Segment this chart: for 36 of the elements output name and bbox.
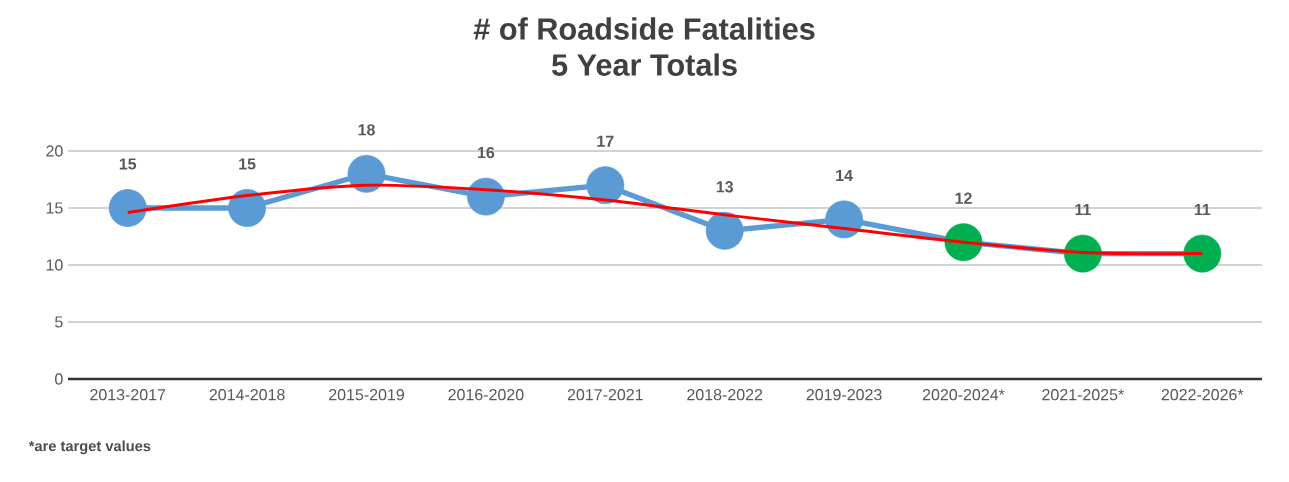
data-label: 13: [716, 181, 734, 193]
text: *are target values: [28, 440, 151, 455]
point: [108, 189, 147, 227]
data-label: 11: [1194, 204, 1211, 216]
y-tick-label: 20: [46, 145, 63, 157]
data-label: 12: [955, 192, 972, 204]
y-tick-label: 0: [55, 373, 63, 385]
chart-subtitle: 5 Year Totals: [552, 53, 737, 76]
data-label: 18: [358, 124, 375, 136]
point: [705, 211, 744, 250]
x-tick-label: 2020-2024*: [922, 389, 1005, 401]
x-tick-label: 2017-2021: [567, 389, 643, 401]
y-tick-label: 10: [46, 259, 63, 271]
data-label: 14: [836, 169, 853, 181]
data-label: 15: [239, 158, 256, 170]
data-label: 16: [478, 146, 495, 159]
x-tick-label: 2015-2019: [329, 389, 404, 401]
point: [586, 166, 625, 205]
x-tick-label: 2022-2026*: [1161, 389, 1244, 401]
y-tick-label: 5: [55, 316, 63, 328]
x-tick-label: 2013-2017: [90, 389, 166, 401]
data-label: 15: [119, 158, 137, 170]
x-tick-label: 2018-2022: [687, 389, 763, 401]
x-tick-label: 2014-2018: [209, 389, 285, 401]
x-tick-label: 2016-2020: [448, 389, 524, 401]
chart-title: # of Roadside Fatalities: [473, 17, 815, 40]
point: [1183, 234, 1222, 273]
data-label: 11: [1075, 204, 1091, 216]
point: [466, 177, 505, 216]
y-tick-label: 15: [46, 202, 63, 214]
point: [825, 200, 864, 239]
x-tick-label: 2021-2025*: [1042, 389, 1124, 401]
point: [347, 154, 386, 193]
data-label: 17: [597, 135, 614, 147]
x-tick-label: 2019-2023: [806, 389, 882, 401]
point: [228, 189, 267, 227]
